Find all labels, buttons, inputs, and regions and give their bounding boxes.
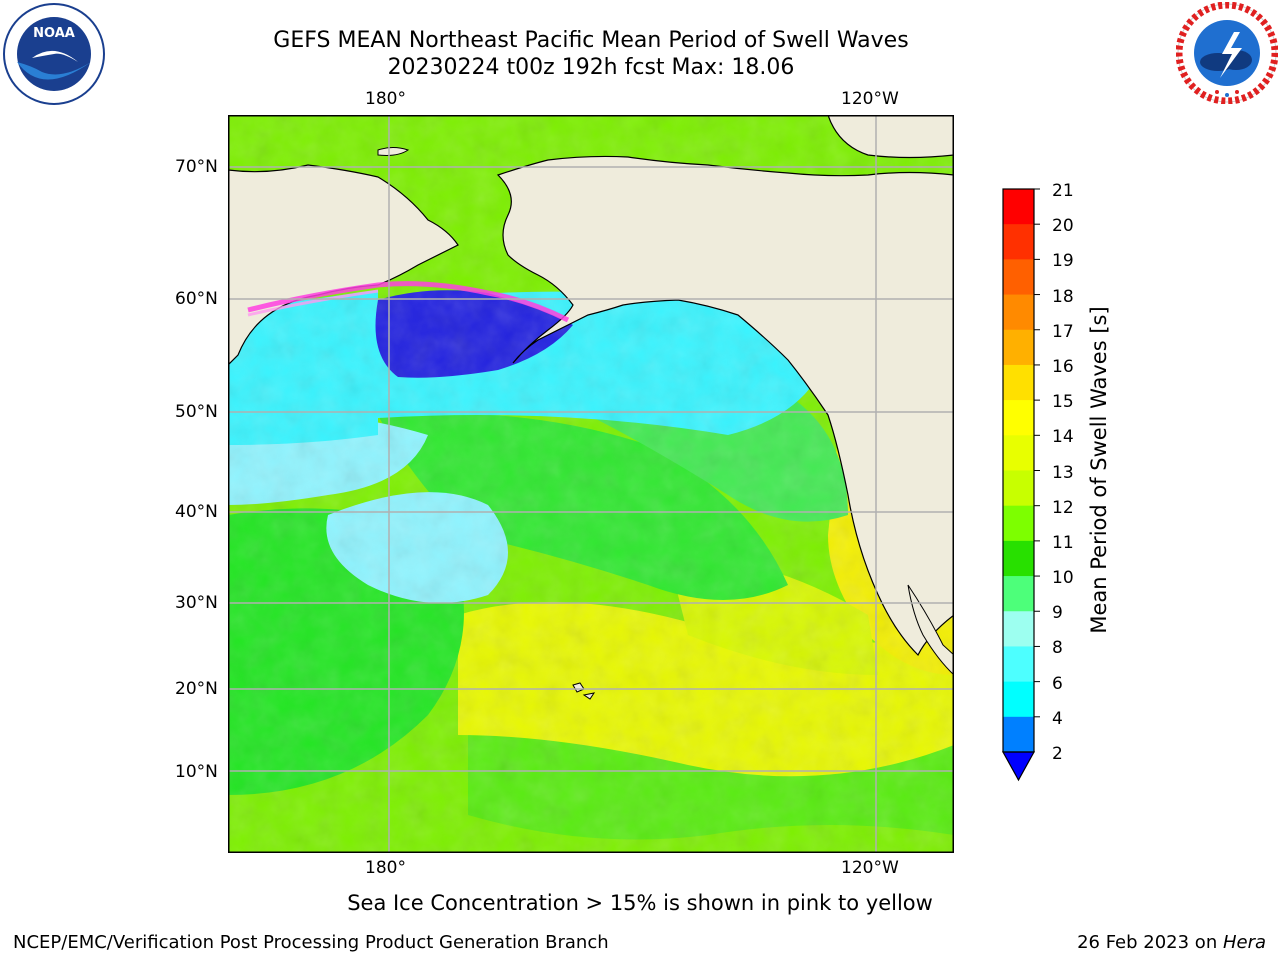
lat-label-40n: 40°N — [175, 502, 218, 522]
colorbar-tick-label: 20 — [1052, 216, 1074, 237]
colorbar-tick-label: 13 — [1052, 462, 1074, 483]
colorbar-border — [1002, 188, 1035, 753]
footer-date-text: 26 Feb 2023 on — [1077, 932, 1223, 953]
noaa-logo: NOAA — [3, 3, 105, 105]
colorbar-tick-label: 2 — [1052, 744, 1063, 764]
colorbar-cell — [1003, 400, 1034, 436]
colorbar-cell — [1003, 435, 1034, 471]
map-area — [228, 115, 954, 853]
colorbar-cell — [1003, 716, 1034, 753]
lon-label-bottom-180: 180° — [365, 858, 406, 878]
footer-date: 26 Feb 2023 on Hera — [1077, 932, 1266, 953]
lat-label-70n: 70°N — [175, 157, 218, 177]
colorbar-tick-label: 11 — [1052, 532, 1074, 553]
map-border — [228, 115, 954, 853]
colorbar-label: Mean Period of Swell Waves [s] — [1087, 306, 1111, 634]
lat-label-60n: 60°N — [175, 289, 218, 309]
sea-ice-note: Sea Ice Concentration > 15% is shown in … — [347, 891, 933, 915]
map-title: GEFS MEAN Northeast Pacific Mean Period … — [273, 28, 909, 53]
lat-label-10n: 10°N — [175, 762, 218, 782]
colorbar-cell — [1003, 189, 1034, 225]
colorbar-tick-label: 9 — [1052, 603, 1063, 624]
colorbar-tick-label: 18 — [1052, 286, 1074, 307]
colorbar-cell — [1003, 611, 1034, 647]
colorbar-tick-label: 19 — [1052, 251, 1074, 272]
colorbar-tick-label: 6 — [1052, 673, 1063, 694]
footer-credit: NCEP/EMC/Verification Post Processing Pr… — [13, 932, 609, 953]
colorbar-cell — [1003, 505, 1034, 542]
colorbar-cell — [1003, 540, 1034, 577]
colorbar-cell — [1003, 681, 1034, 718]
colorbar-tick-label: 10 — [1052, 568, 1074, 589]
lon-label-top-180: 180° — [365, 89, 406, 109]
colorbar-tick-label: 4 — [1052, 708, 1063, 729]
land-siberia — [228, 164, 459, 366]
lon-label-bottom-120w: 120°W — [841, 858, 899, 878]
colorbar-cell — [1003, 470, 1034, 507]
sea-ice-fringe — [247, 281, 570, 323]
footer-host: Hera — [1222, 932, 1266, 953]
colorbar-tick-label: 8 — [1052, 638, 1063, 659]
colorbar-tick-label: 14 — [1052, 427, 1074, 448]
colorbar-cell — [1003, 259, 1034, 296]
land-north-america — [496, 155, 954, 657]
lat-label-50n: 50°N — [175, 402, 218, 422]
colorbar-cell — [1003, 224, 1034, 260]
colorbar-cell — [1003, 576, 1034, 612]
colorbar-tick-label: 17 — [1052, 321, 1074, 342]
colorbar-tick-label: 21 — [1052, 181, 1074, 201]
lat-label-20n: 20°N — [175, 679, 218, 699]
colorbar-cell — [1003, 329, 1034, 366]
map-subtitle: 20230224 t00z 192h fcst Max: 18.06 — [387, 55, 795, 80]
noaa-logo-text: NOAA — [33, 26, 75, 41]
graticule — [228, 115, 954, 853]
colorbar-cell — [1003, 646, 1034, 683]
lat-label-30n: 30°N — [175, 593, 218, 613]
lon-label-top-120w: 120°W — [841, 89, 899, 109]
colorbar-tick-label: 16 — [1052, 356, 1074, 377]
colorbar-cell — [1003, 294, 1034, 331]
nws-logo — [1176, 2, 1278, 104]
colorbar-tick-label: 15 — [1052, 392, 1074, 413]
colorbar-tick-label: 12 — [1052, 497, 1074, 518]
colorbar-extend-arrow — [1001, 751, 1036, 782]
colorbar — [1001, 188, 1040, 782]
colorbar-cell — [1003, 364, 1034, 401]
